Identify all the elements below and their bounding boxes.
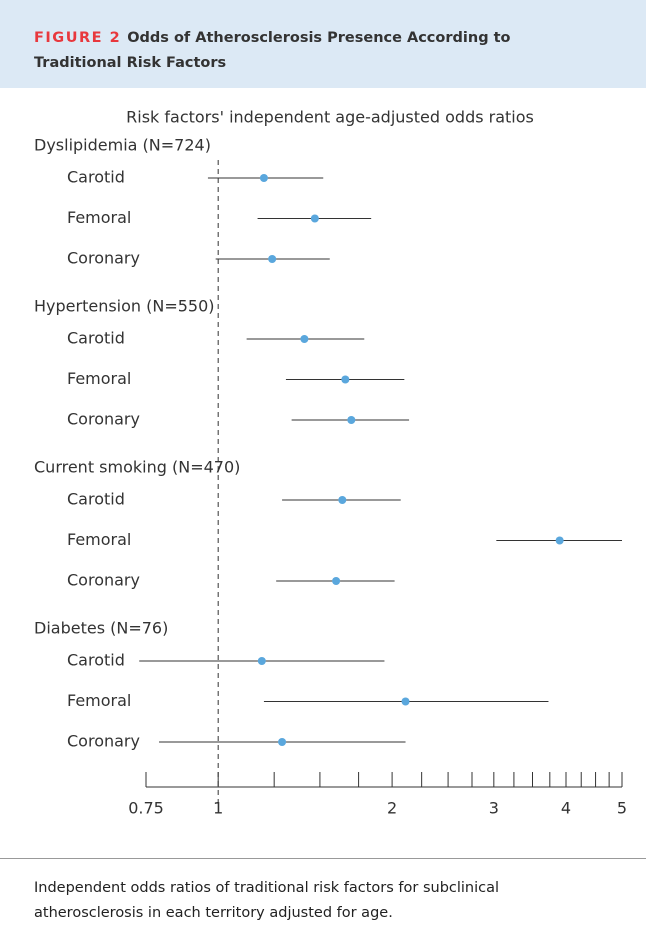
row-label: Carotid: [67, 490, 125, 509]
row-label: Carotid: [67, 168, 125, 187]
odds-ratio-point: [278, 738, 287, 746]
caption: Independent odds ratios of traditional r…: [0, 858, 646, 926]
row-label: Carotid: [67, 651, 125, 670]
x-tick-label: 4: [561, 799, 571, 818]
row-label: Coronary: [67, 732, 140, 751]
chart: Risk factors' independent age-adjusted o…: [34, 108, 627, 818]
row-label: Femoral: [67, 369, 131, 388]
figure-header: FIGURE 2 Odds of Atherosclerosis Presence…: [0, 0, 646, 88]
odds-ratio-point: [401, 697, 410, 706]
x-tick-label: 2: [387, 799, 397, 818]
x-tick-label: 5: [617, 799, 627, 818]
row-label: Femoral: [67, 691, 131, 710]
row-label: Coronary: [67, 410, 140, 429]
row-label: Coronary: [67, 249, 140, 268]
group-label: Diabetes (N=76): [34, 619, 168, 638]
odds-ratio-point: [338, 496, 347, 504]
odds-ratio-point: [347, 416, 356, 424]
group-label: Dyslipidemia (N=724): [34, 136, 211, 155]
odds-ratio-point: [341, 375, 350, 384]
row-label: Coronary: [67, 571, 140, 590]
odds-ratio-point: [310, 214, 319, 223]
row-label: Carotid: [67, 329, 125, 348]
odds-ratio-point: [257, 657, 266, 665]
group-label: Hypertension (N=550): [34, 297, 215, 316]
odds-ratio-point: [300, 335, 309, 343]
odds-ratio-point: [259, 174, 268, 182]
group-label: Current smoking (N=470): [34, 458, 240, 477]
chart-subtitle: Risk factors' independent age-adjusted o…: [126, 108, 534, 127]
x-tick-label: 3: [489, 799, 499, 818]
x-tick-label: 0.75: [128, 799, 164, 818]
odds-ratio-point: [332, 577, 341, 585]
odds-ratio-point: [555, 536, 564, 545]
odds-ratio-point: [268, 255, 277, 263]
figure-label: FIGURE 2: [34, 30, 122, 46]
row-label: Femoral: [67, 208, 131, 227]
x-tick-label: 1: [213, 799, 223, 818]
figure-title: Odds of Atherosclerosis Presence Accordi…: [34, 30, 511, 71]
row-label: Femoral: [67, 530, 131, 549]
